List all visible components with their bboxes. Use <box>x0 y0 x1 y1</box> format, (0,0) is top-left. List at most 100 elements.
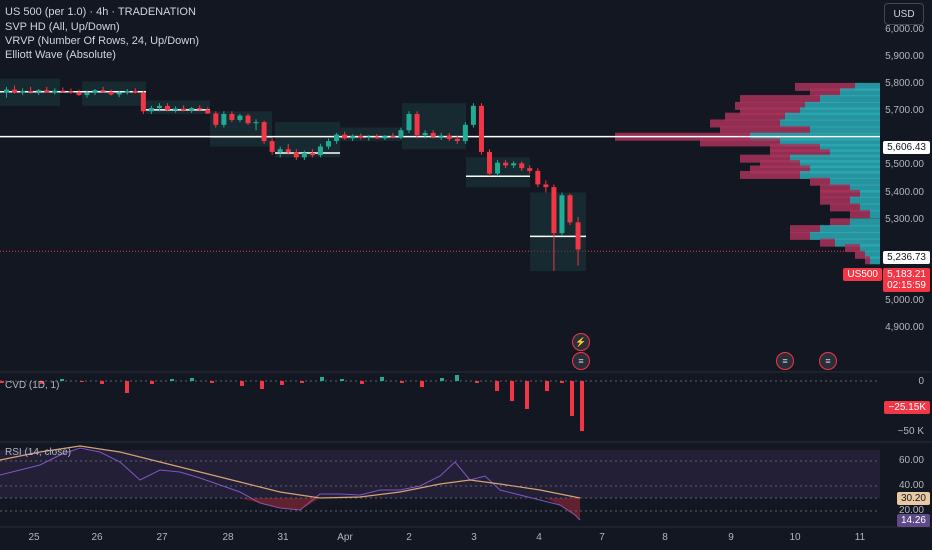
volume-profile-up <box>865 250 880 259</box>
volume-profile-up <box>835 238 880 247</box>
cvd-bar <box>40 381 44 384</box>
candle-body <box>462 124 468 142</box>
candle-body <box>213 113 219 125</box>
price-axis-label: 5,900.00 <box>885 51 924 63</box>
candle-body <box>28 90 34 92</box>
cvd-bar <box>360 381 364 384</box>
price-axis-label: 5,700.00 <box>885 105 924 117</box>
cvd-bar <box>260 381 264 389</box>
cvd-bar <box>475 381 479 383</box>
rsi-oversold-fill <box>545 498 580 520</box>
volume-profile-down <box>740 170 800 179</box>
candle-body <box>366 136 372 138</box>
candle-body <box>511 163 517 166</box>
volume-profile-down <box>700 138 780 147</box>
volume-profile-down <box>760 160 800 169</box>
time-axis-label: 28 <box>222 532 234 543</box>
volume-profile-up <box>830 177 880 186</box>
volume-profile-down <box>820 184 850 193</box>
symbol-legend[interactable]: US 500 (per 1.0) · 4h · TRADENATION <box>5 6 196 18</box>
elliott-wave-legend[interactable]: Elliott Wave (Absolute) <box>5 49 116 61</box>
cvd-bar <box>545 381 549 391</box>
candle-body <box>197 108 203 110</box>
volume-profile-up <box>810 165 880 174</box>
volume-profile-down <box>820 238 835 247</box>
candle-body <box>334 134 340 142</box>
time-axis-label: 10 <box>789 532 801 543</box>
symbol-price-tag: US500 <box>843 268 882 281</box>
volume-profile-down <box>820 189 860 198</box>
candle-body <box>543 184 549 188</box>
price-axis-label: 5,300.00 <box>885 213 924 225</box>
candle-body <box>165 105 170 110</box>
bar-countdown: 02:15:59 <box>887 280 926 291</box>
volume-profile-down <box>850 210 870 219</box>
svp-indicator-legend[interactable]: SVP HD (All, Up/Down) <box>5 21 120 33</box>
candle-body <box>245 115 251 124</box>
candle-body <box>374 136 380 139</box>
candle-body <box>181 108 187 111</box>
candle-body <box>84 92 90 96</box>
price-axis-label: 5,000.00 <box>885 294 924 306</box>
vrvp-indicator-legend[interactable]: VRVP (Number Of Rows, 24, Up/Down) <box>5 35 199 47</box>
us-flag-icon[interactable]: ≡ <box>776 352 794 370</box>
currency-button[interactable]: USD <box>884 3 924 25</box>
level-price-tag: 5,236.73 <box>883 251 930 264</box>
cvd-bar <box>570 381 574 416</box>
volume-profile-down <box>845 244 860 253</box>
cvd-bar <box>495 381 499 391</box>
cvd-axis-neg: −50 K <box>897 426 924 437</box>
candle-body <box>20 90 26 93</box>
candle-body <box>92 90 98 93</box>
volume-profile-up <box>820 95 880 104</box>
volume-profile-down <box>830 203 860 212</box>
candle-body <box>478 105 484 152</box>
session-profile-box <box>402 103 466 150</box>
candle-body <box>342 134 348 139</box>
cvd-legend[interactable]: CVD (1D, 1) <box>5 380 60 391</box>
volume-profile-down <box>740 95 820 104</box>
candle-body <box>414 113 420 136</box>
candle-body <box>390 136 396 138</box>
candle-body <box>430 132 436 137</box>
candle-body <box>237 115 243 120</box>
candle-body <box>253 122 259 124</box>
candle-body <box>261 122 267 142</box>
candle-body <box>438 135 444 137</box>
candle-body <box>398 130 404 138</box>
time-axis-label: 31 <box>277 532 289 543</box>
lightning-icon[interactable]: ⚡ <box>572 333 590 351</box>
us-flag-icon[interactable]: ≡ <box>572 352 590 370</box>
volume-profile-up <box>800 160 880 169</box>
candle-body <box>108 91 114 95</box>
time-axis-label: Apr <box>337 532 353 543</box>
volume-profile-up <box>850 184 880 193</box>
candle-body <box>309 152 315 156</box>
candle-body <box>229 113 235 120</box>
price-axis-label: 5,800.00 <box>885 78 924 90</box>
candle-body <box>446 135 452 139</box>
candle-body <box>12 89 18 93</box>
volume-profile-up <box>860 203 880 212</box>
volume-profile-up <box>785 112 880 121</box>
cvd-bar <box>420 381 424 387</box>
time-axis-label: 25 <box>28 532 40 543</box>
time-axis-label: 27 <box>156 532 168 543</box>
candle-body <box>173 108 179 110</box>
volume-profile-up <box>810 126 880 135</box>
volume-profile-down <box>770 149 830 158</box>
candle-body <box>317 146 323 156</box>
cvd-bar <box>0 381 4 383</box>
candle-body <box>535 170 541 185</box>
volume-profile-up <box>860 189 880 198</box>
time-axis-label: 8 <box>662 532 668 543</box>
rsi-legend[interactable]: RSI (14, close) <box>5 447 72 458</box>
time-axis-label: 4 <box>536 532 542 543</box>
cvd-bar <box>240 381 244 386</box>
cvd-bar <box>280 381 284 385</box>
cvd-bar <box>400 381 404 383</box>
price-axis-label: 6,000.00 <box>885 24 924 35</box>
us-flag-icon[interactable]: ≡ <box>819 352 837 370</box>
